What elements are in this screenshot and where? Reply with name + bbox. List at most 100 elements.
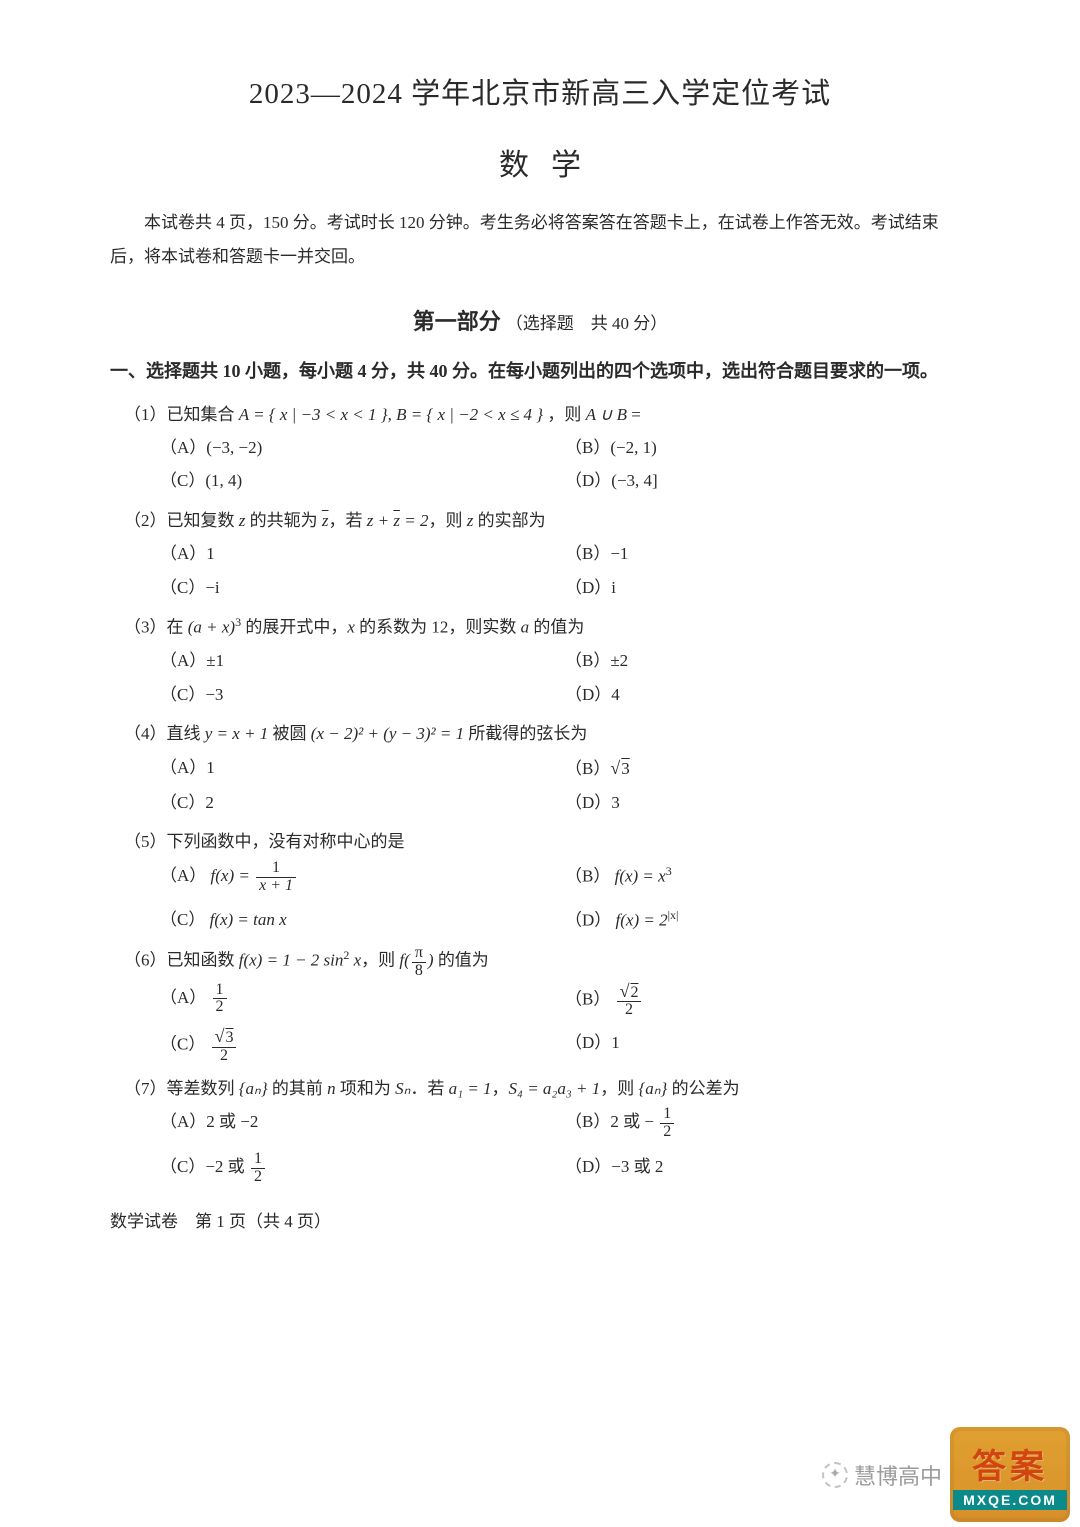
q6-c-den: 2 bbox=[212, 1048, 237, 1065]
question-4: （4）直线 y = x + 1 被圆 (x − 2)² + (y − 3)² =… bbox=[110, 718, 970, 818]
q5-c-pre: （C） bbox=[160, 910, 205, 929]
q5-b-pre: （B） bbox=[565, 866, 610, 885]
q3-b: 的展开式中， bbox=[241, 618, 347, 637]
q6-arg-den: 8 bbox=[412, 963, 426, 980]
q6-b-num: √2 bbox=[617, 982, 642, 1003]
q2-eq: z + z = 2 bbox=[367, 511, 429, 530]
q7-b-frac: 12 bbox=[660, 1106, 674, 1141]
q5-opt-a: （A） f(x) = 1x + 1 bbox=[160, 860, 565, 895]
q6-b: ，则 bbox=[361, 951, 399, 970]
q3-a: （3）在 bbox=[124, 618, 188, 637]
q3-a-var: a bbox=[521, 618, 530, 637]
q2-c: ，若 bbox=[329, 511, 367, 530]
question-6: （6）已知函数 f(x) = 1 − 2 sin2 x，则 f(π8) 的值为 … bbox=[110, 944, 970, 1064]
question-3: （3）在 (a + x)3 的展开式中，x 的系数为 12，则实数 a 的值为 … bbox=[110, 611, 970, 710]
q5-opt-d: （D） f(x) = 2|x| bbox=[565, 904, 970, 936]
section-heading: 一、选择题共 10 小题，每小题 4 分，共 40 分。在每小题列出的四个选项中… bbox=[110, 356, 970, 387]
q7-opt-b: （B）2 或 − 12 bbox=[565, 1106, 970, 1141]
q6-fn: f(x) = 1 − 2 sin bbox=[239, 951, 344, 970]
q1-text-b: ，则 bbox=[547, 405, 585, 424]
q2-opt-b: （B）−1 bbox=[565, 538, 970, 569]
q3-stem: （3）在 (a + x)3 的展开式中，x 的系数为 12，则实数 a 的值为 bbox=[124, 611, 970, 643]
q4-a: （4）直线 bbox=[124, 724, 205, 743]
q5-options: （A） f(x) = 1x + 1 （B） f(x) = x3 （C） f(x)… bbox=[124, 860, 970, 937]
q3-c: 的系数为 12，则实数 bbox=[355, 618, 521, 637]
q6-arg-pre: f( bbox=[399, 951, 409, 970]
q2-e: 的实部为 bbox=[473, 511, 545, 530]
watermark: ✦ 慧博高中 答案 MXQE.COM bbox=[820, 1422, 1080, 1527]
q1-setA: A = { x | −3 < x < 1 } bbox=[239, 405, 388, 424]
q5-stem: （5）下列函数中，没有对称中心的是 bbox=[124, 826, 970, 857]
q3-d: 的值为 bbox=[529, 618, 584, 637]
q4-b-val: 3 bbox=[620, 759, 630, 778]
q6-opt-d: （D）1 bbox=[565, 1027, 970, 1065]
q7-b-pre: （B）2 或 − bbox=[565, 1112, 654, 1131]
q4-opt-d: （D）3 bbox=[565, 787, 970, 818]
q2-stem: （2）已知复数 z 的共轭为 z，若 z + z = 2，则 z 的实部为 bbox=[124, 505, 970, 536]
q6-c-num: √3 bbox=[212, 1027, 237, 1048]
q1-opt-d: （D）(−3, 4] bbox=[565, 465, 970, 496]
q5-b-fn: f(x) = x bbox=[615, 866, 666, 885]
q6-b-den: 2 bbox=[617, 1002, 642, 1019]
q5-d-pre: （D） bbox=[565, 911, 611, 930]
q6-a-num: 1 bbox=[213, 982, 227, 1000]
q6-stem: （6）已知函数 f(x) = 1 − 2 sin2 x，则 f(π8) 的值为 bbox=[124, 944, 970, 979]
subject: 数学 bbox=[110, 140, 970, 184]
page-footer: 数学试卷 第 1 页（共 4 页） bbox=[110, 1207, 970, 1232]
q6-b-pre: （B） bbox=[565, 989, 610, 1008]
q1-opt-b: （B）(−2, 1) bbox=[565, 432, 970, 463]
q4-line: y = x + 1 bbox=[205, 724, 269, 743]
q1-setB: B = { x | −2 < x ≤ 4 } bbox=[396, 405, 543, 424]
q7-c-frac: 12 bbox=[251, 1151, 265, 1186]
q1-opt-c: （C）(1, 4) bbox=[160, 465, 565, 496]
q2-opt-a: （A）1 bbox=[160, 538, 565, 569]
q6-a-frac: 12 bbox=[213, 982, 227, 1017]
q3-opt-c: （C）−3 bbox=[160, 679, 565, 710]
q4-options: （A）1 （B）√3 （C）2 （D）3 bbox=[124, 752, 970, 819]
q7-opt-a: （A）2 或 −2 bbox=[160, 1106, 565, 1141]
question-7: （7）等差数列 {aₙ} 的其前 n 项和为 Sₙ．若 a₁ = 1，S₄ = … bbox=[110, 1073, 970, 1186]
q5-opt-c: （C） f(x) = tan x bbox=[160, 904, 565, 936]
watermark-badge-bottom: MXQE.COM bbox=[953, 1490, 1067, 1510]
q7-S: Sₙ bbox=[395, 1079, 410, 1098]
q7-c-num: 1 bbox=[251, 1151, 265, 1169]
q6-b-radic: √ bbox=[620, 981, 630, 1001]
q2-zbar: z bbox=[322, 511, 329, 530]
question-1: （1）已知集合 A = { x | −3 < x < 1 }, B = { x … bbox=[110, 399, 970, 497]
q7-options: （A）2 或 −2 （B）2 或 − 12 （C）−2 或 12 （D）−3 或… bbox=[124, 1106, 970, 1185]
q6-fnb: x bbox=[349, 951, 361, 970]
q4-b-pre: （B） bbox=[565, 759, 610, 778]
q4-opt-b: （B）√3 bbox=[565, 752, 970, 785]
page-title: 2023—2024 学年北京市新高三入学定位考试 bbox=[110, 70, 970, 112]
q2-opt-c: （C）−i bbox=[160, 572, 565, 603]
q6-c-numv: 3 bbox=[224, 1029, 233, 1046]
q6-a: （6）已知函数 bbox=[124, 951, 239, 970]
part-title: 第一部分 （选择题 共 40 分） bbox=[110, 304, 970, 336]
q7-f: ，则 bbox=[600, 1079, 638, 1098]
q5-a-den: x + 1 bbox=[256, 878, 296, 895]
q4-circle: (x − 2)² + (y − 3)² = 1 bbox=[311, 724, 464, 743]
q5-a-pre: （A） bbox=[160, 866, 206, 885]
q4-stem: （4）直线 y = x + 1 被圆 (x − 2)² + (y − 3)² =… bbox=[124, 718, 970, 749]
q4-c: 所截得的弦长为 bbox=[464, 724, 587, 743]
q7-b: 的其前 bbox=[268, 1079, 328, 1098]
part-title-note: （选择题 共 40 分） bbox=[506, 314, 668, 333]
watermark-badge: 答案 MXQE.COM bbox=[950, 1427, 1070, 1522]
q7-stem: （7）等差数列 {aₙ} 的其前 n 项和为 Sₙ．若 a₁ = 1，S₄ = … bbox=[124, 1073, 970, 1104]
q7-c-den: 2 bbox=[251, 1169, 265, 1186]
q7-d: ．若 bbox=[410, 1079, 448, 1098]
q7-seq: {aₙ} bbox=[239, 1079, 268, 1098]
q1-text: （1）已知集合 bbox=[124, 405, 239, 424]
q7-seq2: {aₙ} bbox=[638, 1079, 667, 1098]
question-5: （5）下列函数中，没有对称中心的是 （A） f(x) = 1x + 1 （B） … bbox=[110, 826, 970, 936]
watermark-left-text: 慧博高中 bbox=[854, 1459, 942, 1491]
q5-a-frac: 1x + 1 bbox=[256, 860, 296, 895]
watermark-left: ✦ 慧博高中 bbox=[822, 1459, 942, 1491]
q1-text-c: = bbox=[631, 405, 641, 424]
q6-c: 的值为 bbox=[434, 951, 489, 970]
q3-opt-a: （A）±1 bbox=[160, 645, 565, 676]
q7-n: n bbox=[327, 1079, 336, 1098]
q7-opt-c: （C）−2 或 12 bbox=[160, 1151, 565, 1186]
q1-stem: （1）已知集合 A = { x | −3 < x < 1 }, B = { x … bbox=[124, 399, 970, 430]
q3-opt-b: （B）±2 bbox=[565, 645, 970, 676]
